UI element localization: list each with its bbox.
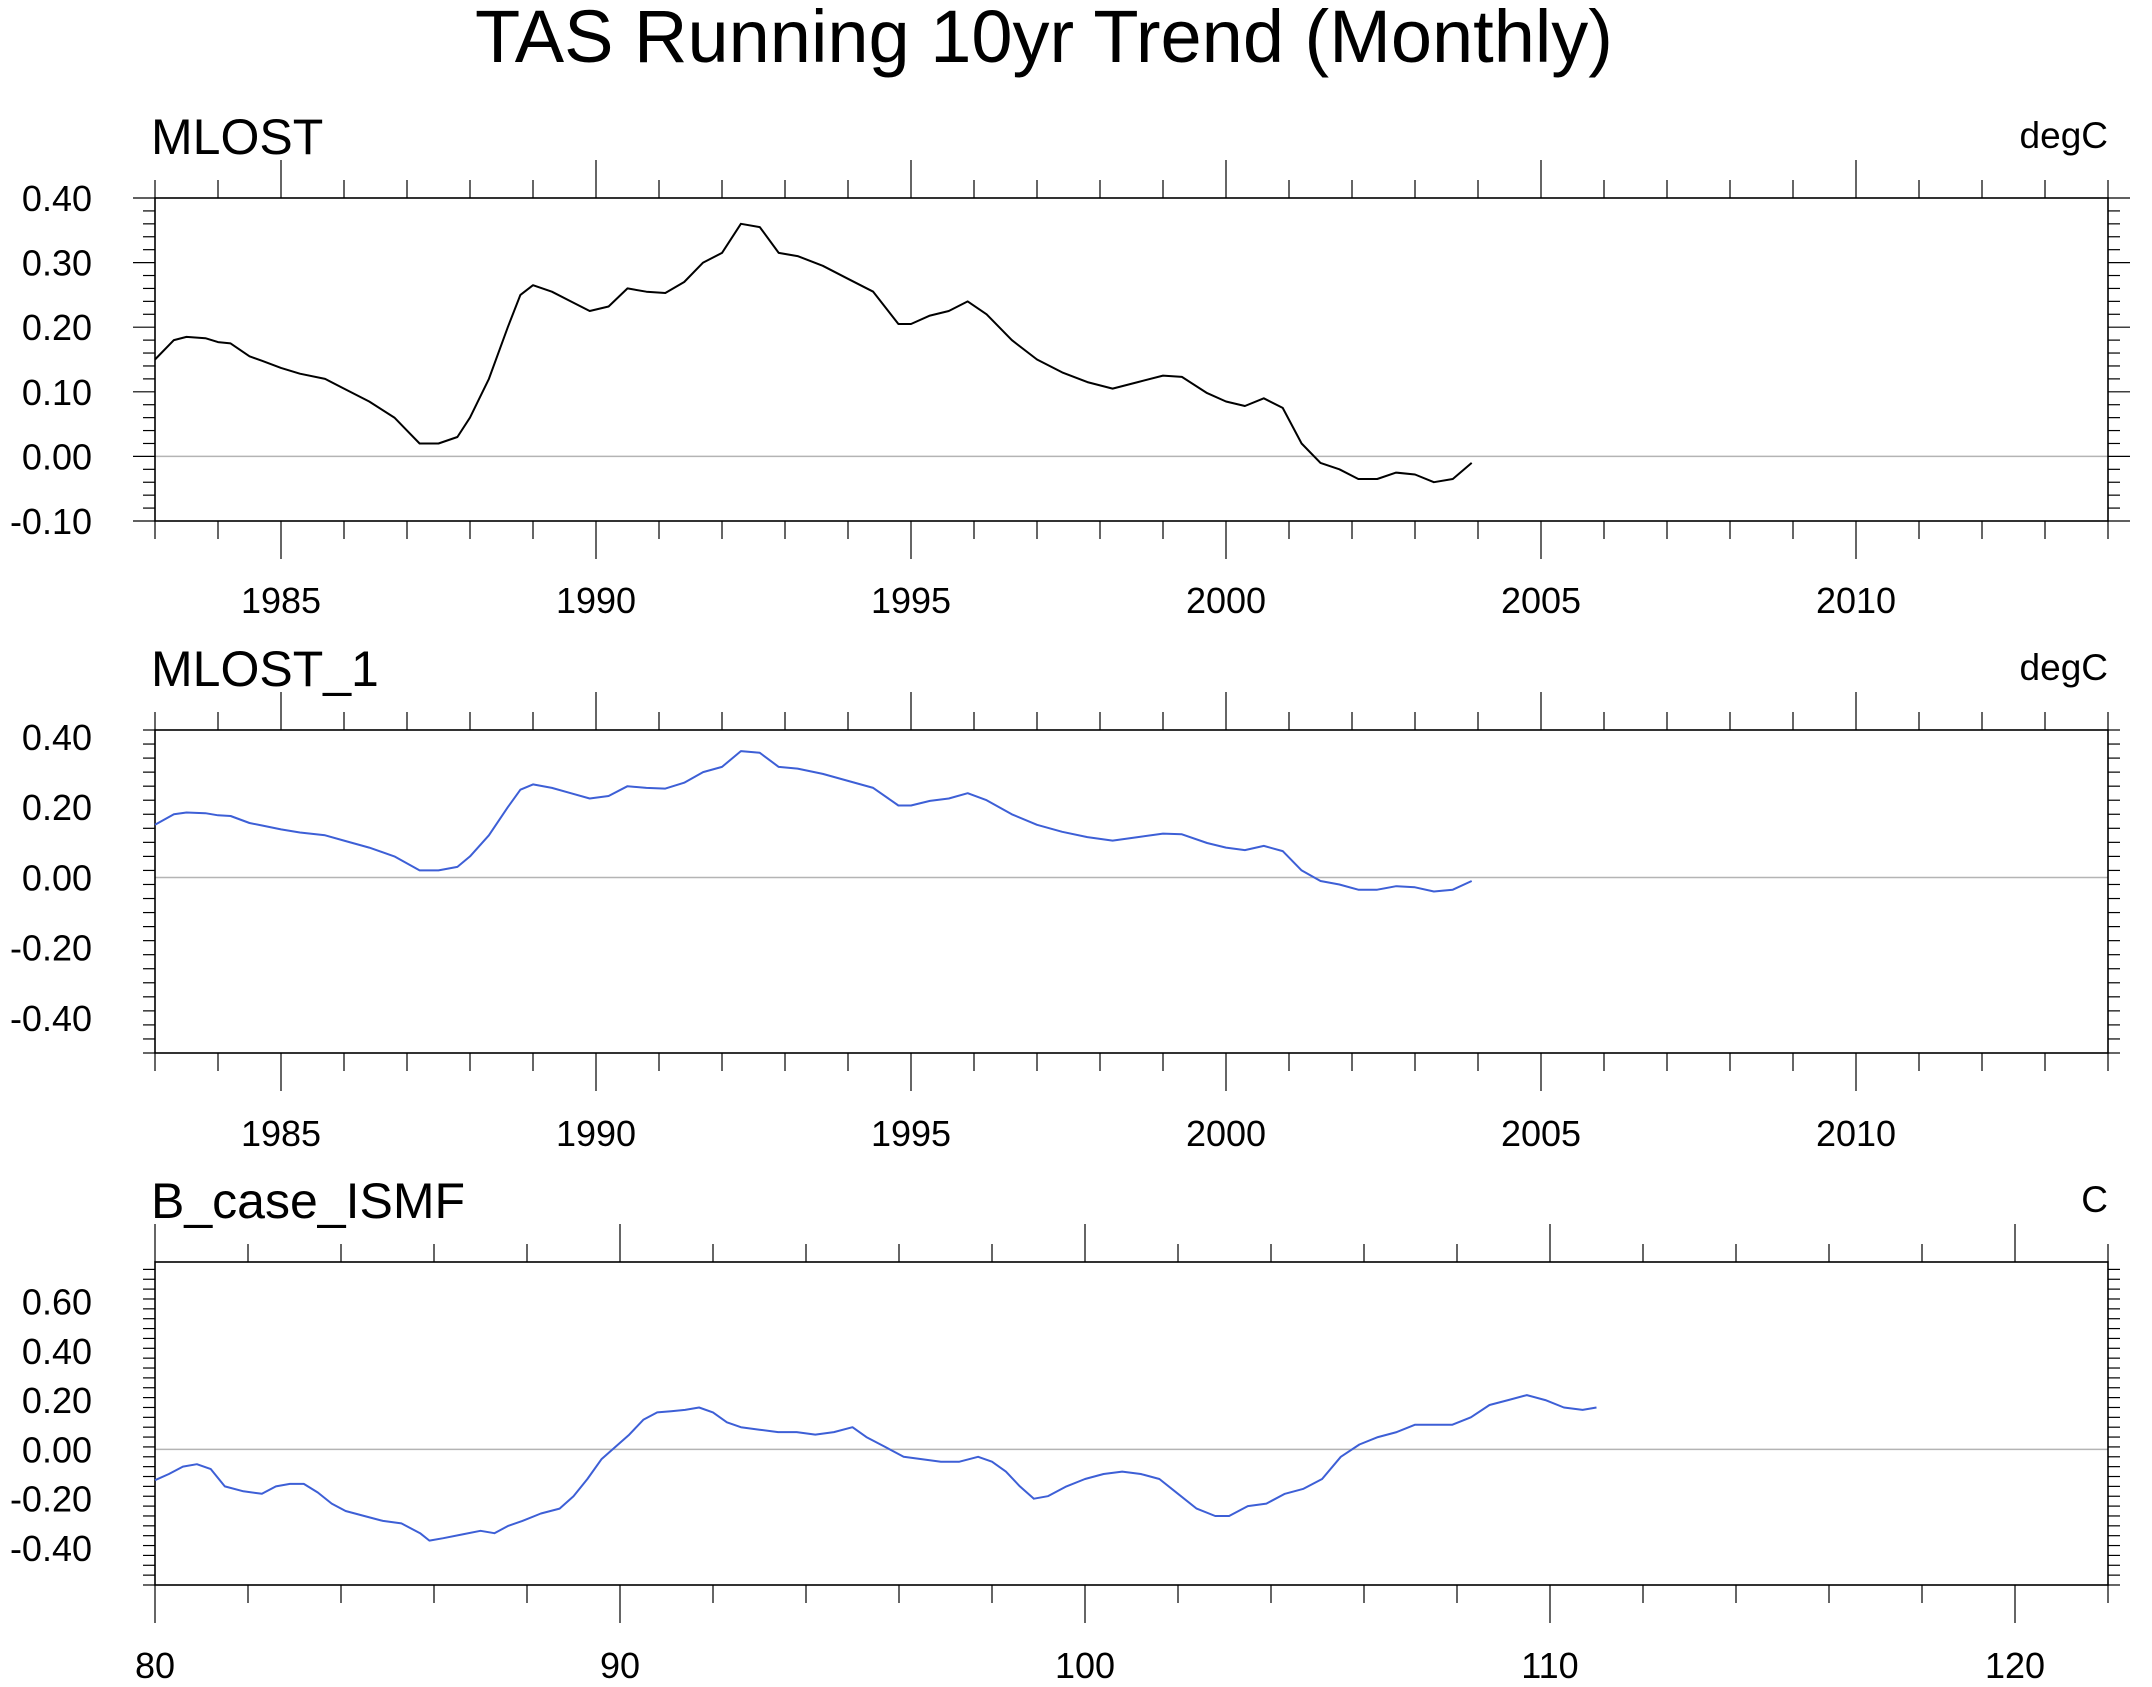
- y-tick-label: 0.10: [22, 372, 92, 413]
- x-tick-label: 1985: [241, 580, 321, 621]
- y-tick-label: 0.20: [22, 1380, 92, 1421]
- x-tick-label: 2005: [1501, 580, 1581, 621]
- x-tick-label: 1985: [241, 1113, 321, 1154]
- y-tick-label: -0.20: [10, 1479, 92, 1520]
- x-tick-label: 2005: [1501, 1113, 1581, 1154]
- y-tick-label: -0.10: [10, 501, 92, 542]
- x-tick-label: 100: [1055, 1645, 1115, 1686]
- panel-title: MLOST_1: [151, 641, 379, 697]
- panel-1: MLOST degC -0.10 0.00 0.10 0.20 0.30 0.40 1985 19…: [10, 109, 2130, 621]
- figure-title: TAS Running 10yr Trend (Monthly): [475, 0, 1613, 78]
- x-tick-label: 2000: [1186, 580, 1266, 621]
- plot-frame: [154, 197, 2109, 522]
- x-tick-label: 1995: [871, 1113, 951, 1154]
- units-label: degC: [2020, 115, 2108, 156]
- panel-2: MLOST_1 degC -0.40 -0.20 0.00 0.20 0.40 1985 199…: [10, 641, 2120, 1154]
- y-tick-label: -0.40: [10, 998, 92, 1039]
- y-tick-label: 0.40: [22, 1331, 92, 1372]
- series-line: [154, 750, 1473, 893]
- units-label: degC: [2020, 647, 2108, 688]
- x-tick-label: 1990: [556, 580, 636, 621]
- y-tick-label: 0.40: [22, 717, 92, 758]
- x-tick-label: 110: [1521, 1645, 1578, 1686]
- x-tick-label: 120: [1985, 1645, 2045, 1686]
- y-tick-label: 0.40: [22, 178, 92, 219]
- x-tick-label: 90: [600, 1645, 640, 1686]
- x-tick-label: 2010: [1816, 580, 1896, 621]
- series-line: [154, 1394, 1597, 1542]
- plot-frame: [154, 729, 2109, 1054]
- y-tick-label: -0.40: [10, 1528, 92, 1569]
- y-tick-label: -0.20: [10, 928, 92, 969]
- plot-frame: [154, 1261, 2109, 1586]
- x-tick-label: 2000: [1186, 1113, 1266, 1154]
- y-tick-label: 0.00: [22, 436, 92, 477]
- panel-title: B_case_ISMF: [151, 1173, 465, 1229]
- x-tick-label: 1990: [556, 1113, 636, 1154]
- y-tick-label: 0.00: [22, 857, 92, 898]
- units-label: C: [2081, 1179, 2108, 1220]
- y-tick-label: 0.60: [22, 1281, 92, 1322]
- y-tick-label: 0.00: [22, 1429, 92, 1470]
- series-line: [154, 222, 1473, 484]
- y-tick-label: 0.30: [22, 243, 92, 284]
- y-tick-label: 0.20: [22, 787, 92, 828]
- y-tick-label: 0.20: [22, 307, 92, 348]
- x-tick-label: 1995: [871, 580, 951, 621]
- panel-3: B_case_ISMF C -0.40 -0.20 0.00 0.20 0.40 0.60 80…: [10, 1173, 2120, 1686]
- panel-title: MLOST: [151, 109, 323, 165]
- x-tick-label: 2010: [1816, 1113, 1896, 1154]
- x-tick-label: 80: [135, 1645, 175, 1686]
